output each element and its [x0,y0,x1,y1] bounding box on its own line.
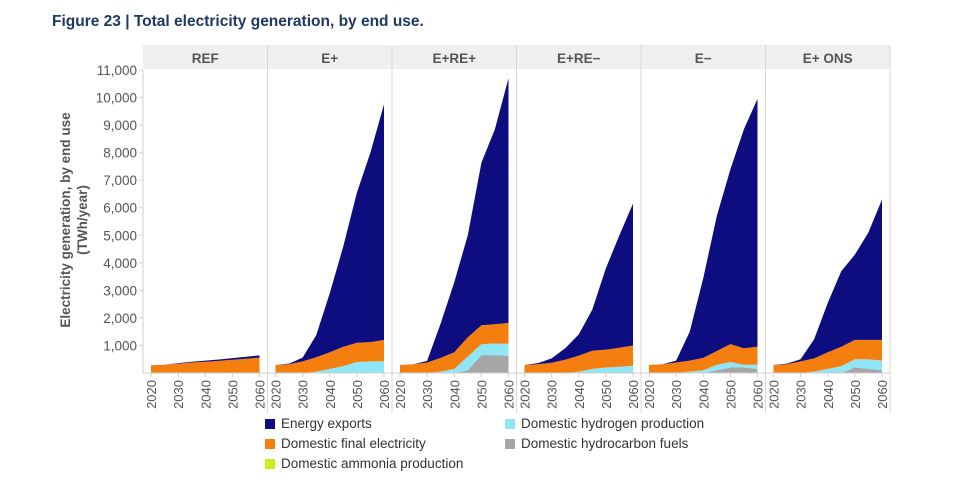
y-tick-label: 1,000 [103,338,137,353]
figure-title: Figure 23 | Total electricity generation… [52,13,424,30]
area-energy-exports [649,98,758,366]
x-tick-label: 2060 [751,380,766,409]
panel-e-plus-ons: E+ ONS 2020 2030 2040 2050 2060 [765,45,891,413]
x-tick-label: 2020 [518,380,533,409]
area-domestic-hydrocarbon-fuels [773,367,882,373]
legend-item-domestic-hydrogen-production: Domestic hydrogen production [505,416,704,431]
y-tick-label: 8,000 [103,146,137,161]
x-tick-label: 2050 [848,380,863,409]
legend-swatch [505,438,515,449]
y-tick-label: 7,000 [103,173,137,188]
legend-item-domestic-final-electricity: Domestic final electricity [265,436,426,451]
panel-title: REF [192,51,219,66]
x-tick-label: 2040 [821,380,836,409]
y-tick-label: 4,000 [103,256,137,271]
x-tick-label: 2020 [269,380,284,409]
area-domestic-hydrogen-production [773,359,882,373]
x-tick-label: 2030 [794,380,809,409]
area-domestic-hydrocarbon-fuels [400,355,509,373]
legend-label: Domestic ammonia production [281,456,464,471]
panel-e-plusre-minus: E+RE− 2020 2030 2040 2050 2060 [516,45,642,413]
legend-swatch [265,418,275,429]
y-tick-label: 10,000 [96,91,137,106]
x-tick-label: 2060 [875,380,890,409]
x-tick-label: 2030 [669,380,684,409]
area-domestic-final-electricity [275,339,384,373]
y-tick-label: 5,000 [103,228,137,243]
legend-swatch [505,418,515,429]
x-tick-label: 2030 [545,380,560,409]
area-domestic-hydrogen-production [275,361,384,373]
x-tick-label: 2020 [144,380,159,409]
area-domestic-final-electricity [400,322,509,373]
legend-label: Energy exports [281,416,372,431]
legend-label: Domestic hydrogen production [521,416,705,431]
panel-e-plusre-plus: E+RE+ 2020 2030 2040 2050 2060 [392,45,517,413]
x-tick-label: 2050 [350,380,365,409]
panel-title: E+RE− [557,51,601,66]
x-tick-label: 2030 [171,380,186,409]
x-tick-label: 2040 [198,380,213,409]
legend-item-domestic-ammonia-production: Domestic ammonia production [265,456,463,471]
panel-title: E+ ONS [803,51,853,66]
panel-e-plus: E+ 2020 2030 2040 2050 2060 [267,45,393,413]
area-energy-exports [400,78,509,366]
area-domestic-final-electricity [524,345,633,373]
x-tick-label: 2040 [447,380,462,409]
panel-title: E+RE+ [432,51,476,66]
x-tick-label: 2030 [420,380,435,409]
area-domestic-hydrocarbon-fuels [649,367,758,373]
area-energy-exports [275,104,384,366]
legend-item-domestic-hydrocarbon-fuels: Domestic hydrocarbon fuels [505,436,688,451]
x-tick-label: 2050 [225,380,240,409]
area-energy-exports [524,203,633,365]
x-tick-label: 2050 [599,380,614,409]
x-tick-label: 2060 [502,380,517,409]
area-domestic-final-electricity [151,357,260,373]
x-tick-label: 2020 [393,380,408,409]
x-tick-label: 2060 [253,380,268,409]
y-tick-label: 3,000 [103,283,137,298]
area-domestic-hydrogen-production [400,343,509,373]
panel-e-minus: E− 2020 2030 2040 2050 2060 [641,45,766,413]
area-domestic-final-electricity [773,339,882,373]
legend-swatch [265,458,275,469]
legend-swatch [265,438,275,449]
x-tick-label: 2050 [474,380,489,409]
y-tick-label: 6,000 [103,201,137,216]
x-tick-label: 2020 [642,380,657,409]
y-axis-label-unit: (TWh/year) [75,185,90,255]
y-tick-label: 11,000 [97,63,137,78]
x-tick-label: 2040 [572,380,587,409]
area-domestic-hydrogen-production [524,365,633,373]
legend-label: Domestic final electricity [281,436,426,451]
area-energy-exports [773,199,882,365]
panel-ref: REF 2020 2030 2040 2050 2060 [143,45,268,413]
x-tick-label: 2060 [626,380,641,409]
x-tick-label: 2040 [323,380,338,409]
y-tick-label: 2,000 [103,311,137,326]
area-domestic-final-electricity [649,344,758,373]
area-domestic-hydrogen-production [649,362,758,373]
legend-item-energy-exports: Energy exports [265,416,372,431]
x-tick-label: 2020 [767,380,782,409]
legend-label: Domestic hydrocarbon fuels [521,436,689,451]
y-axis-label: Electricity generation, by end use [58,112,73,328]
y-tick-label: 9,000 [103,118,137,133]
x-tick-label: 2050 [723,380,738,409]
x-tick-label: 2040 [696,380,711,409]
x-tick-label: 2030 [296,380,311,409]
panel-title: E+ [321,51,338,66]
x-tick-label: 2060 [377,380,392,409]
panel-title: E− [695,51,712,66]
